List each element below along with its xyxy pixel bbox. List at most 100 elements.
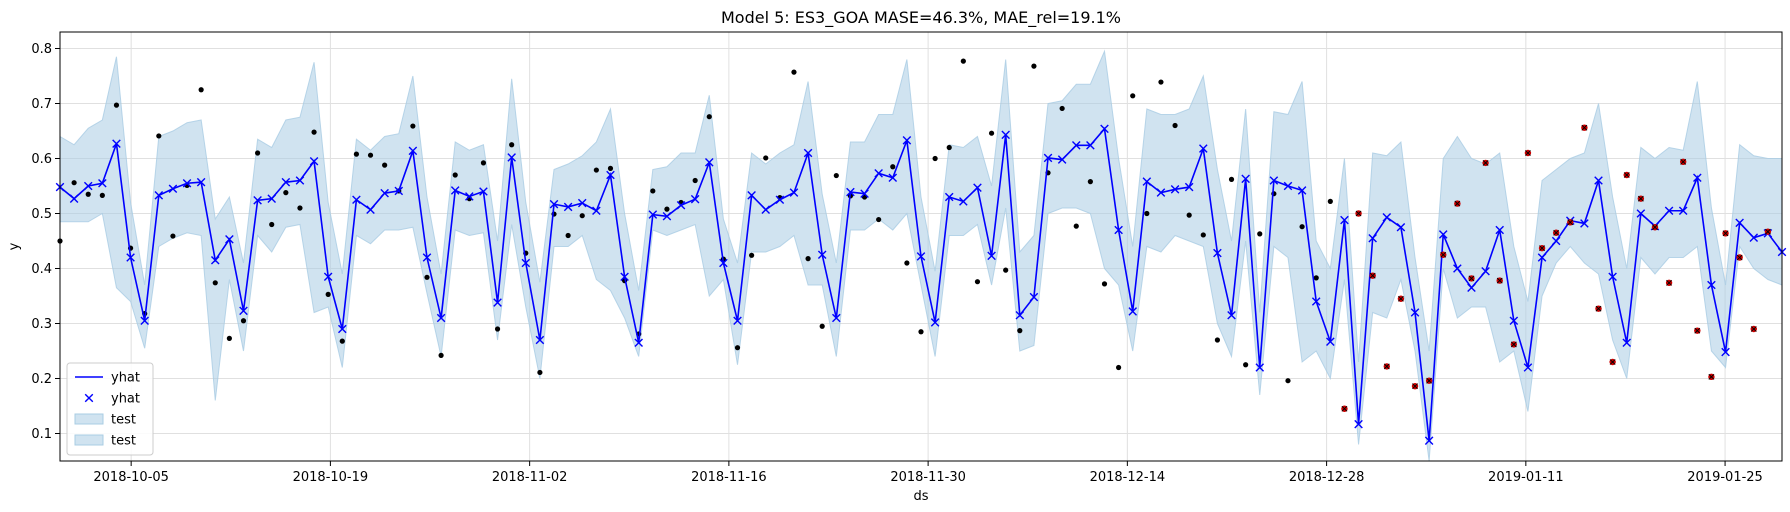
yhat-marker-stroke xyxy=(1311,297,1321,306)
test-point xyxy=(1468,275,1475,282)
train-point xyxy=(1087,179,1093,185)
yhat-marker-stroke xyxy=(1227,310,1236,320)
test-point xyxy=(1383,363,1390,370)
yhat-marker-stroke xyxy=(761,205,771,214)
yhat-marker-stroke xyxy=(704,158,714,167)
test-point-cross xyxy=(1708,373,1715,380)
yhat-marker xyxy=(1424,436,1434,445)
x-tick-label: 2018-10-19 xyxy=(293,470,369,485)
yhat-marker-stroke xyxy=(1382,213,1392,222)
train-point xyxy=(833,172,839,179)
legend: yhat yhat test test xyxy=(66,362,154,456)
yhat-marker xyxy=(1354,419,1363,429)
yhat-marker xyxy=(1523,363,1533,372)
yhat-marker xyxy=(987,251,996,261)
yhat-marker xyxy=(1199,144,1208,153)
train-point xyxy=(1101,281,1108,287)
yhat-marker xyxy=(225,235,234,244)
test-point-cross xyxy=(1652,224,1658,231)
yhat-marker-stroke xyxy=(1015,310,1025,320)
yhat-marker-stroke xyxy=(930,318,940,327)
train-point xyxy=(325,291,331,297)
yhat-marker xyxy=(803,148,813,158)
legend-entry: test xyxy=(74,413,136,428)
yhat-marker-stroke xyxy=(817,250,827,260)
yhat-marker-stroke xyxy=(620,272,629,282)
train-point xyxy=(1172,122,1178,129)
yhat-marker xyxy=(888,173,898,183)
test-point xyxy=(1679,158,1687,165)
yhat-marker xyxy=(1114,225,1123,235)
yhat-marker xyxy=(1086,141,1095,150)
yhat-marker xyxy=(366,205,375,214)
train-point xyxy=(1214,337,1221,343)
yhat-marker-stroke xyxy=(1551,236,1561,246)
yhat-marker-stroke xyxy=(1396,222,1406,232)
yhat-marker-stroke xyxy=(380,188,389,198)
yhat-marker-stroke xyxy=(916,252,926,261)
yhat-marker xyxy=(817,250,827,260)
yhat-marker xyxy=(323,272,333,282)
yhat-marker xyxy=(916,252,926,261)
train-point xyxy=(85,191,91,197)
test-point-cross xyxy=(1525,150,1531,156)
legend-label: yhat xyxy=(111,392,140,407)
y-tick-label: 0.5 xyxy=(31,207,52,222)
yhat-marker xyxy=(1749,233,1759,242)
yhat-marker-stroke xyxy=(507,153,516,162)
test-point-cross xyxy=(1454,200,1461,207)
yhat-marker-stroke xyxy=(83,181,93,191)
yhat-marker-stroke xyxy=(239,306,248,316)
yhat-marker-stroke xyxy=(126,253,135,262)
yhat-marker xyxy=(1382,213,1392,222)
train-point xyxy=(170,233,176,239)
yhat-marker-stroke xyxy=(648,210,658,219)
yhat-marker xyxy=(1636,209,1646,218)
test-point-cross xyxy=(1369,272,1376,279)
yhat-marker xyxy=(620,272,629,282)
yhat-marker-stroke xyxy=(549,199,559,209)
yhat-marker xyxy=(1029,292,1039,302)
yhat-marker xyxy=(973,183,982,192)
yhat-marker xyxy=(1537,253,1547,262)
yhat-marker-stroke xyxy=(338,324,347,334)
yhat-marker xyxy=(1340,215,1349,225)
yhat-marker-stroke xyxy=(1354,419,1363,429)
test-point-cross xyxy=(1750,326,1757,332)
yhat-marker-stroke xyxy=(719,258,728,268)
yhat-marker-stroke xyxy=(1622,338,1632,348)
test-point xyxy=(1355,210,1362,217)
yhat-marker-stroke xyxy=(1100,124,1109,134)
yhat-marker xyxy=(1721,347,1730,357)
yhat-marker-stroke xyxy=(436,313,446,323)
yhat-marker-stroke xyxy=(112,139,121,148)
x-tick-label: 2018-10-05 xyxy=(93,470,169,485)
test-point xyxy=(1665,279,1673,286)
test-point xyxy=(1637,195,1645,202)
test-point xyxy=(1694,327,1701,334)
yhat-marker xyxy=(1283,181,1293,191)
train-point xyxy=(988,130,995,136)
train-point xyxy=(1017,328,1023,334)
yhat-marker xyxy=(309,156,319,166)
legend-marker-swatch xyxy=(84,393,94,403)
test-point-cross xyxy=(1440,251,1447,258)
yhat-marker xyxy=(1580,219,1589,228)
yhat-marker xyxy=(1213,248,1222,258)
yhat-marker xyxy=(1156,188,1166,197)
yhat-marker xyxy=(465,192,474,201)
test-point xyxy=(1524,149,1532,157)
legend-label: yhat xyxy=(111,371,140,386)
yhat-marker xyxy=(1269,176,1279,185)
legend-band-swatch xyxy=(74,434,104,446)
test-point xyxy=(1750,325,1757,333)
yhat-marker xyxy=(1467,283,1476,293)
test-point xyxy=(1609,358,1616,366)
train-point xyxy=(424,274,430,280)
train-point xyxy=(734,345,741,351)
yhat-marker-stroke xyxy=(154,191,164,200)
legend-entry: yhat xyxy=(75,371,140,386)
yhat-marker-stroke xyxy=(1537,253,1547,262)
train-point xyxy=(1285,378,1291,384)
